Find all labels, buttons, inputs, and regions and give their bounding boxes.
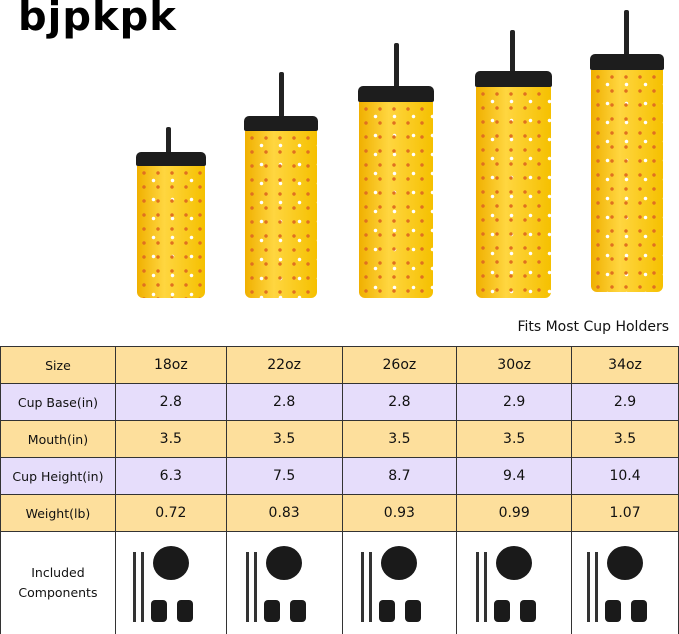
straw-icon <box>587 552 591 622</box>
components-cell <box>114 531 227 634</box>
plug-icon <box>379 600 396 622</box>
components-row: Included Components <box>0 531 679 634</box>
lid-icon <box>607 546 644 580</box>
components-image <box>575 538 675 628</box>
cell: 3.5 <box>456 420 573 458</box>
row-label: Cup Height(in) <box>0 457 116 495</box>
row-label: Cup Base(in) <box>0 383 116 421</box>
cell: 2.8 <box>114 383 227 421</box>
cell: 7.5 <box>225 457 343 495</box>
table-row: Cup Height(in) 6.3 7.5 8.7 9.4 10.4 <box>0 457 679 495</box>
fits-cup-holders-note: Fits Most Cup Holders <box>517 319 669 335</box>
cell: 9.4 <box>456 457 573 495</box>
row-label: Size <box>0 346 116 384</box>
plug-icon <box>176 600 193 622</box>
cell: 18oz <box>114 346 227 384</box>
straw-icon <box>595 552 599 622</box>
cell: 0.99 <box>456 494 573 532</box>
plug-icon <box>494 600 511 622</box>
components-image <box>349 538 449 628</box>
cell: 3.5 <box>341 420 458 458</box>
cell: 2.9 <box>571 383 679 421</box>
lid-icon <box>381 546 418 580</box>
cell: 3.5 <box>225 420 343 458</box>
components-image <box>464 538 564 628</box>
cell: 2.9 <box>456 383 573 421</box>
plug-icon <box>520 600 537 622</box>
components-cell <box>571 531 679 634</box>
plug-icon <box>605 600 622 622</box>
cell: 10.4 <box>571 457 679 495</box>
cell: 26oz <box>341 346 458 384</box>
lid-icon <box>266 546 303 580</box>
straw-icon <box>132 552 136 622</box>
plug-icon <box>264 600 281 622</box>
cell: 0.83 <box>225 494 343 532</box>
components-cell <box>456 531 573 634</box>
lid-icon <box>152 546 189 580</box>
components-cell <box>341 531 458 634</box>
size-chart-table: Size 18oz 22oz 26oz 30oz 34oz Cup Base(in) 2.8 2… <box>0 346 679 634</box>
lid-icon <box>496 546 533 580</box>
plug-icon <box>631 600 648 622</box>
cell: 2.8 <box>341 383 458 421</box>
table-row: Mouth(in) 3.5 3.5 3.5 3.5 3.5 <box>0 420 679 458</box>
straw-icon <box>254 552 258 622</box>
cell: 0.93 <box>341 494 458 532</box>
cell: 3.5 <box>114 420 227 458</box>
table-row: Cup Base(in) 2.8 2.8 2.8 2.9 2.9 <box>0 383 679 421</box>
table-row: Weight(lb) 0.72 0.83 0.93 0.99 1.07 <box>0 494 679 532</box>
cell: 30oz <box>456 346 573 384</box>
cell: 1.07 <box>571 494 679 532</box>
components-cell <box>225 531 343 634</box>
straw-icon <box>484 552 488 622</box>
straw-icon <box>476 552 480 622</box>
components-image <box>121 538 221 628</box>
components-label: Included Components <box>0 531 116 634</box>
cell: 3.5 <box>571 420 679 458</box>
plug-icon <box>405 600 422 622</box>
table-row: Size 18oz 22oz 26oz 30oz 34oz <box>0 346 679 384</box>
cell: 22oz <box>225 346 343 384</box>
straw-icon <box>246 552 250 622</box>
cell: 6.3 <box>114 457 227 495</box>
straw-icon <box>369 552 373 622</box>
plug-icon <box>290 600 307 622</box>
row-label: Weight(lb) <box>0 494 116 532</box>
straw-icon <box>361 552 365 622</box>
plug-icon <box>150 600 167 622</box>
cell: 34oz <box>571 346 679 384</box>
components-image <box>234 538 334 628</box>
row-label: Mouth(in) <box>0 420 116 458</box>
cell: 2.8 <box>225 383 343 421</box>
cell: 0.72 <box>114 494 227 532</box>
brand-logo: bjpkpk <box>18 0 177 40</box>
cell: 8.7 <box>341 457 458 495</box>
straw-icon <box>140 552 144 622</box>
